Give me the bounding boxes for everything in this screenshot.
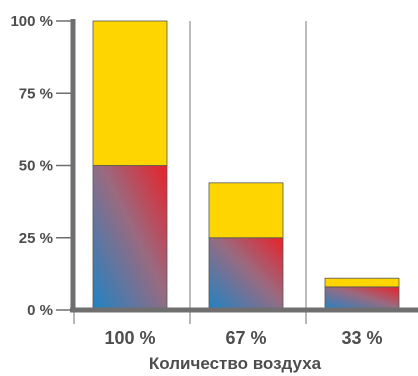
axes [70,19,418,313]
bar-segment-upper-1 [92,20,168,166]
bar-segment-lower-1 [92,165,168,311]
bar-segment-upper-2 [208,182,284,239]
y-axis-ticks: 0 % 25 % 50 % 75 % 100 % [10,13,72,319]
y-tick-label: 0 % [27,302,53,319]
y-tick-label: 75 % [19,85,53,102]
x-category-label: 67 % [225,328,266,348]
y-tick-label: 100 % [10,13,53,30]
x-axis-ticks: 100 % 67 % 33 % [73,310,383,348]
y-tick-label: 25 % [19,230,53,247]
bars [92,20,400,311]
x-axis-title: Количество воздуха [149,354,322,373]
gridlines [189,21,307,310]
y-tick-label: 50 % [19,158,53,175]
bar-segment-upper-3 [324,277,400,288]
bar-segment-lower-2 [208,237,284,311]
x-category-label: 33 % [341,328,382,348]
x-category-label: 100 % [104,328,155,348]
bar-segment-lower-3 [324,286,400,311]
